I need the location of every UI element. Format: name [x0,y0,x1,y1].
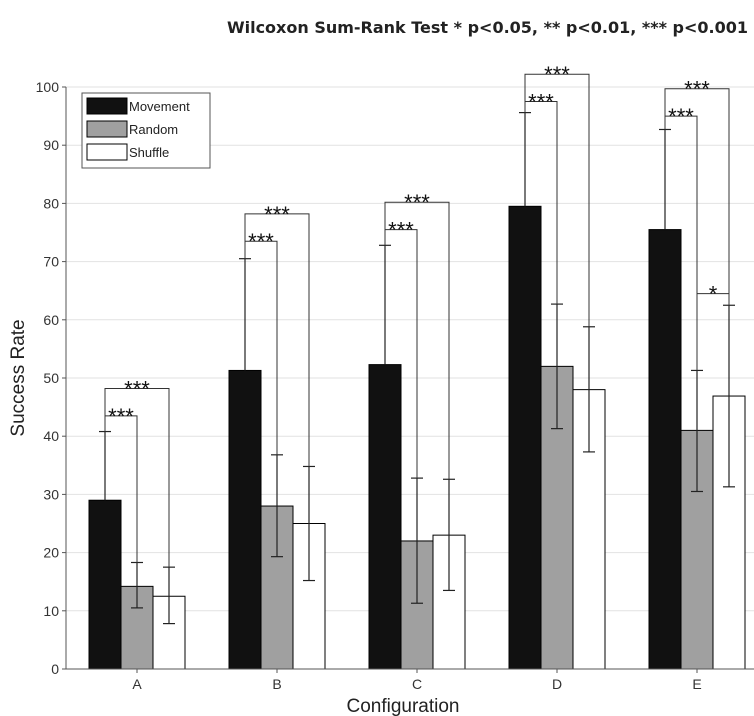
significance-label: *** [528,90,554,115]
significance-brackets: ******************************* [104,62,730,568]
y-axis-label: Success Rate [8,319,29,436]
significance-label: *** [124,376,150,401]
significance-label: * [709,282,718,307]
significance-label: *** [264,202,290,227]
y-tick-label-100: 100 [36,79,60,95]
legend-entry-shuffle: Shuffle [86,143,169,161]
error-bar-movement-c [379,244,391,365]
significance-label: *** [248,229,274,254]
y-tick-label-40: 40 [43,428,59,444]
bar-movement-e [648,229,682,670]
legend-entry-random: Random [86,120,178,138]
y-tick-label-0: 0 [51,661,59,677]
legend-swatch-movement [86,97,128,115]
legend-swatch-shuffle [86,143,128,161]
significance-label: *** [404,190,430,215]
x-axis-label: Configuration [346,696,459,716]
y-tick-label-20: 20 [43,545,59,561]
bar-movement-a [88,499,122,670]
error-bar-movement-e [659,128,671,230]
bracket-line [244,213,310,467]
y-tick-label-90: 90 [43,137,59,153]
bar-movement-b [228,369,262,670]
significance-bracket-b-3: *** [244,202,310,467]
x-tick-label-d: D [552,676,562,692]
significance-bracket-c-5: *** [384,190,450,480]
error-bar-movement-a [99,430,111,501]
legend-entry-movement: Movement [86,97,190,115]
y-tick-label-70: 70 [43,254,59,270]
y-tick-label-30: 30 [43,486,59,502]
error-bars [99,112,735,625]
legend-label-shuffle: Shuffle [129,145,169,160]
chart-title: Wilcoxon Sum-Rank Test * p<0.05, ** p<0.… [227,18,748,37]
axes: 0 10 20 30 40 50 60 70 80 90 100 A B C D E [36,79,754,692]
bracket-line [104,387,170,568]
y-tick-label-60: 60 [43,312,59,328]
significance-label: *** [388,218,414,243]
x-tick-label-c: C [412,676,422,692]
y-tick-label-50: 50 [43,370,59,386]
y-tick-label-10: 10 [43,603,59,619]
significance-bracket-a-1: *** [104,376,170,568]
bracket-line [524,73,590,327]
significance-bracket-c-4: *** [384,218,418,479]
error-bar-movement-b [239,258,251,371]
legend-label-random: Random [129,122,178,137]
significance-label: *** [684,77,710,102]
legend: Movement Random Shuffle [81,92,211,169]
x-tick-label-a: A [132,676,142,692]
error-bar-movement-d [519,112,531,207]
x-tick-label-e: E [692,676,701,692]
significance-bracket-d-7: *** [524,62,590,327]
significance-label: *** [108,404,134,429]
significance-label: *** [668,104,694,129]
legend-swatch-random [86,120,128,138]
bar-movement-d [508,205,542,670]
bracket-line [696,293,730,371]
x-tick-label-b: B [272,676,281,692]
bracket-line [384,201,450,480]
significance-bracket-e-9: *** [664,77,730,306]
grid [66,86,754,612]
bracket-line [664,88,730,306]
bar-movement-c [368,364,402,670]
significance-label: *** [544,62,570,87]
y-tick-label-80: 80 [43,195,59,211]
legend-label-movement: Movement [129,99,190,114]
significance-bracket-e-10: * [696,282,730,371]
